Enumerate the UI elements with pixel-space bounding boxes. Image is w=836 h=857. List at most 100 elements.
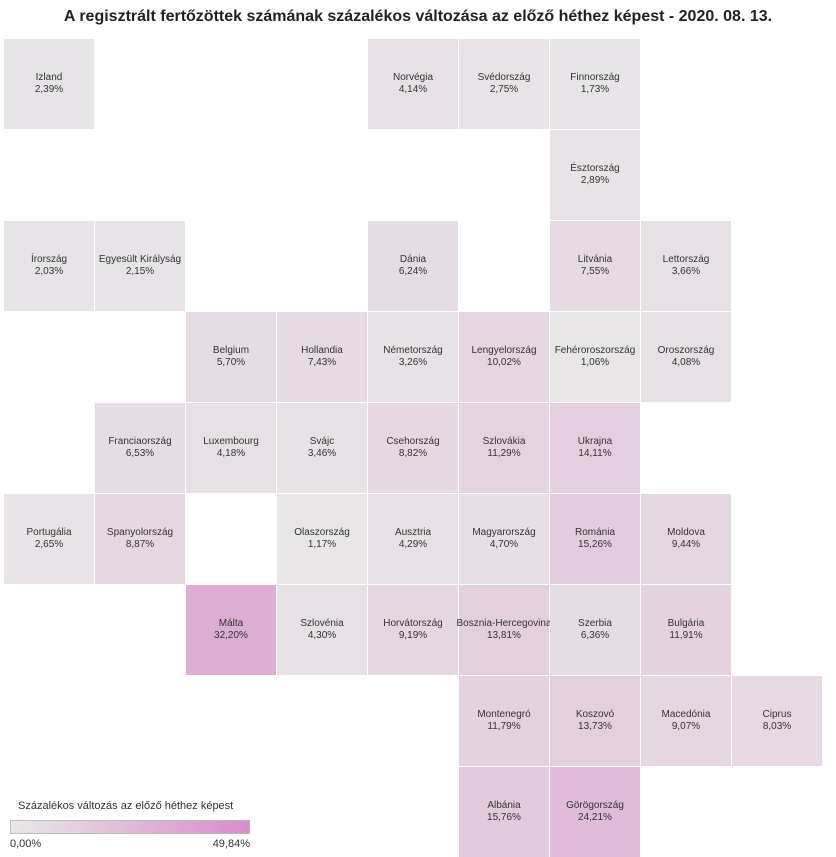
country-name: Luxembourg <box>203 436 259 447</box>
country-tile: Moldova 9,44% <box>641 494 731 584</box>
country-value: 2,39% <box>34 84 64 95</box>
country-name: Lettország <box>662 254 710 265</box>
country-value: 2,75% <box>489 84 519 95</box>
country-value: 1,17% <box>307 539 337 550</box>
country-value: 7,55% <box>580 266 610 277</box>
country-name: Szlovákia <box>482 436 526 447</box>
country-tile: Észtország 2,89% <box>550 130 640 220</box>
country-name: Horvátország <box>383 618 443 629</box>
country-value: 11,29% <box>487 448 521 459</box>
country-value: 11,79% <box>487 721 521 732</box>
country-value: 14,11% <box>578 448 612 459</box>
country-value: 1,73% <box>580 84 610 95</box>
country-tile: Ukrajna 14,11% <box>550 403 640 493</box>
legend-min-label: 0,00% <box>10 838 42 850</box>
country-value: 4,08% <box>671 357 701 368</box>
country-tile: Dánia 6,24% <box>368 221 458 311</box>
country-tile: Görögország 24,21% <box>550 767 640 857</box>
country-value: 2,15% <box>125 266 155 277</box>
country-name: Bosznia-Hercegovina <box>456 618 552 629</box>
country-value: 9,44% <box>671 539 701 550</box>
country-value: 2,89% <box>580 175 610 186</box>
country-value: 1,06% <box>580 357 610 368</box>
country-tile: Ciprus 8,03% <box>732 676 822 766</box>
country-tile: Franciaország 6,53% <box>95 403 185 493</box>
country-tile: Montenegró 11,79% <box>459 676 549 766</box>
legend-max-label: 49,84% <box>212 838 250 850</box>
country-value: 9,07% <box>671 721 701 732</box>
country-name: Egyesült Királyság <box>98 254 182 265</box>
country-value: 3,26% <box>398 357 428 368</box>
country-name: Szerbia <box>578 618 612 629</box>
country-tile: Málta 32,20% <box>186 585 276 675</box>
country-name: Görögország <box>566 800 624 811</box>
country-value: 4,14% <box>398 84 428 95</box>
country-name: Svédország <box>477 72 531 83</box>
country-name: Észtország <box>570 163 620 174</box>
country-value: 8,03% <box>762 721 792 732</box>
country-value: 24,21% <box>578 812 612 823</box>
country-name: Magyarország <box>472 527 536 538</box>
country-name: Ausztria <box>394 527 432 538</box>
country-value: 2,03% <box>34 266 64 277</box>
country-name: Németország <box>383 345 443 356</box>
country-name: Litvánia <box>577 254 613 265</box>
legend-title: Százalékos változás az előző héthez képe… <box>18 800 234 812</box>
country-tile: Litvánia 7,55% <box>550 221 640 311</box>
country-name: Málta <box>218 618 244 629</box>
country-name: Albánia <box>487 800 521 811</box>
country-name: Moldova <box>667 527 705 538</box>
country-name: Finnország <box>570 72 620 83</box>
country-tile: Luxembourg 4,18% <box>186 403 276 493</box>
country-value: 15,26% <box>578 539 612 550</box>
country-tile: Egyesült Királyság 2,15% <box>95 221 185 311</box>
country-tile: Svájc 3,46% <box>277 403 367 493</box>
country-value: 4,29% <box>398 539 428 550</box>
country-tile: Macedónia 9,07% <box>641 676 731 766</box>
country-tile: Svédország 2,75% <box>459 39 549 129</box>
country-value: 15,76% <box>487 812 521 823</box>
country-name: Ciprus <box>762 709 792 720</box>
country-name: Oroszország <box>657 345 715 356</box>
country-name: Fehéroroszország <box>554 345 636 356</box>
country-value: 4,70% <box>489 539 519 550</box>
country-name: Norvégia <box>392 72 434 83</box>
country-name: Bulgária <box>667 618 705 629</box>
country-tile: Románia 15,26% <box>550 494 640 584</box>
country-value: 6,24% <box>398 266 428 277</box>
country-tile: Albánia 15,76% <box>459 767 549 857</box>
color-legend: Százalékos változás az előző héthez képe… <box>10 800 270 856</box>
country-tile: Csehország 8,82% <box>368 403 458 493</box>
country-name: Belgium <box>212 345 250 356</box>
country-value: 6,53% <box>125 448 155 459</box>
country-value: 3,66% <box>671 266 701 277</box>
country-value: 8,87% <box>125 539 155 550</box>
country-tile: Portugália 2,65% <box>4 494 94 584</box>
country-name: Montenegró <box>477 709 531 720</box>
country-tile: Szlovákia 11,29% <box>459 403 549 493</box>
country-tile: Szlovénia 4,30% <box>277 585 367 675</box>
country-tile: Bosznia-Hercegovina 13,81% <box>456 585 552 675</box>
country-name: Koszovó <box>575 709 615 720</box>
country-value: 2,65% <box>34 539 64 550</box>
country-name: Svájc <box>309 436 335 447</box>
country-value: 3,46% <box>307 448 337 459</box>
country-tile: Izland 2,39% <box>4 39 94 129</box>
country-tile: Lettország 3,66% <box>641 221 731 311</box>
country-value: 11,91% <box>669 630 703 641</box>
country-name: Ukrajna <box>577 436 613 447</box>
country-value: 13,81% <box>487 630 521 641</box>
country-value: 9,19% <box>398 630 428 641</box>
country-name: Írország <box>30 254 68 265</box>
country-value: 7,43% <box>307 357 337 368</box>
country-tile: Magyarország 4,70% <box>459 494 549 584</box>
country-tile: Norvégia 4,14% <box>368 39 458 129</box>
country-name: Franciaország <box>108 436 172 447</box>
country-value: 6,36% <box>580 630 610 641</box>
country-tile: Koszovó 13,73% <box>550 676 640 766</box>
country-tile: Lengyelország 10,02% <box>459 312 549 402</box>
country-tile: Ausztria 4,29% <box>368 494 458 584</box>
country-tile: Olaszország 1,17% <box>277 494 367 584</box>
country-name: Macedónia <box>661 709 711 720</box>
